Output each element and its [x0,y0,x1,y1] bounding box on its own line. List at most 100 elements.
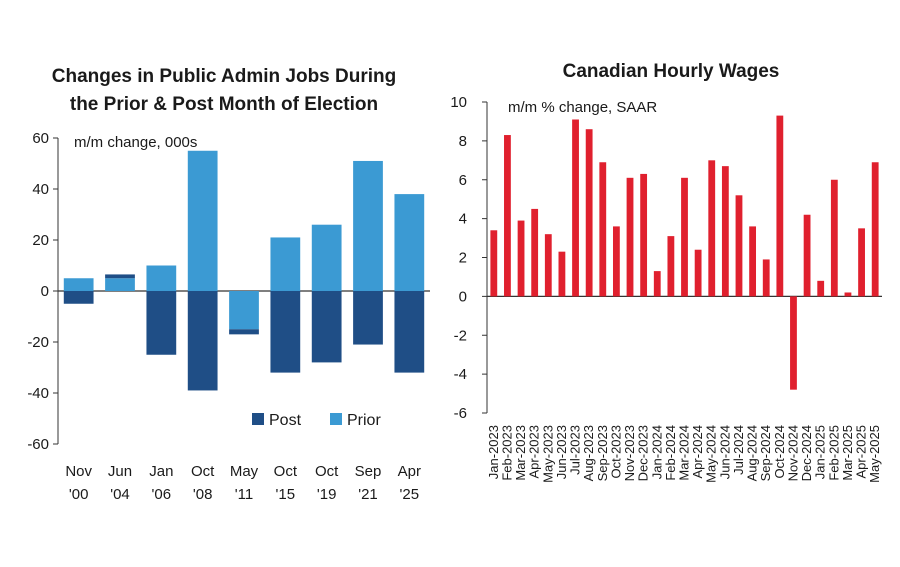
right-x-label: Dec-2023 [636,425,651,481]
right-x-label: Jun-2023 [554,425,569,479]
wage-bar [776,115,784,297]
right-x-label: Aug-2024 [745,425,760,481]
right-x-axis-labels: Jan-2023Feb-2023Mar-2023Apr-2023May-2023… [486,425,882,483]
public-admin-chart: Changes in Public Admin Jobs During the … [27,66,430,503]
left-y-tick-label: 40 [32,181,49,198]
right-x-label: Oct-2024 [772,425,787,478]
legend-label-post: Post [269,412,302,429]
right-x-label: Feb-2025 [826,425,841,481]
wage-bar [490,230,498,297]
left-x-label-month: Oct [315,463,339,480]
left-x-label-month: Oct [274,463,298,480]
right-x-label: Apr-2025 [854,425,869,478]
prior-bar [394,194,425,291]
right-y-tick-label: 0 [459,288,467,305]
wage-bar [640,173,648,297]
legend-swatch-post [252,413,264,425]
right-x-label: Sep-2023 [595,425,610,481]
prior-bar [63,278,94,291]
right-x-label: Jun-2024 [717,425,732,479]
wage-bar [694,249,702,297]
wage-bar [721,166,729,297]
legend-label-prior: Prior [347,412,381,429]
right-y-tick-label: 8 [459,133,467,150]
right-y-tick-label: 2 [459,250,467,267]
wage-bar [572,119,579,297]
wage-bar [830,179,838,297]
left-x-label-month: Jan [149,463,173,480]
wage-bar [858,228,865,297]
right-chart-title: Canadian Hourly Wages [563,61,780,82]
left-x-label-month: Jun [108,463,132,480]
right-y-tick-label: 4 [459,211,467,228]
left-y-tick-label: 60 [32,130,49,147]
left-x-label-year: '11 [235,486,253,503]
post-bar [146,291,177,355]
left-y-axis: -60 -40 -20 0 20 40 60 [27,130,430,453]
wage-bar [517,220,525,297]
hourly-wages-chart: Canadian Hourly Wages m/m % change, SAAR… [450,61,882,483]
wage-bar [762,259,770,297]
wage-bar [504,135,511,297]
post-bar [229,329,259,335]
post-bar [187,291,218,391]
post-bar [394,291,425,373]
right-x-label: Jan-2025 [813,425,828,479]
left-x-label-year: '08 [193,486,213,503]
right-x-label: Nov-2023 [622,425,637,481]
prior-bar [187,150,218,291]
wage-bar [735,195,743,297]
right-x-label: Mar-2024 [677,425,692,481]
right-chart-subtitle: m/m % change, SAAR [508,99,657,116]
right-bars [490,115,879,390]
right-y-tick-label: 6 [459,172,467,189]
right-x-label: Nov-2024 [785,425,800,481]
prior-bar [105,278,135,291]
left-x-label-year: '06 [152,486,172,503]
right-x-label: Apr-2024 [690,425,705,478]
right-x-label: May-2025 [867,425,882,483]
wage-bar [681,177,688,297]
right-x-label: Jul-2024 [731,425,746,475]
left-bars [63,150,425,391]
right-y-tick-label: -6 [454,405,467,422]
post-bar [311,291,342,363]
wage-bar [708,160,716,297]
left-x-label-month: Sep [355,463,382,480]
right-x-label: Mar-2025 [840,425,855,481]
left-x-label-month: Apr [398,463,421,480]
right-x-label: Sep-2024 [758,425,773,481]
prior-bar [311,224,342,291]
left-x-axis-labels: Nov '00 Jun '04 Jan '06 Oct '08 May '11 Oct '15 Oct '… [65,463,421,503]
left-chart-title-line-1: Changes in Public Admin Jobs During [52,66,397,87]
right-y-tick-label: 10 [450,94,467,111]
left-x-label-month: May [230,463,259,480]
wage-bar [803,214,811,297]
wage-bar [817,280,825,297]
right-x-label: May-2023 [540,425,555,483]
wage-bar [585,129,593,297]
left-x-label-month: Oct [191,463,215,480]
post-bar [105,274,135,279]
legend-swatch-prior [330,413,342,425]
post-bar [353,291,383,345]
wage-bar [544,234,552,297]
wage-bar [599,162,607,297]
prior-bar [146,265,177,291]
right-y-axis: -6 -4 -2 0 2 4 6 8 10 [450,94,882,422]
wage-bar [531,208,539,297]
wage-bar [653,271,661,297]
left-y-tick-label: 0 [41,283,49,300]
right-x-label: Feb-2024 [663,425,678,481]
left-x-label-year: '15 [276,486,296,503]
right-x-label: Jan-2024 [649,425,664,479]
left-x-label-year: '25 [400,486,420,503]
left-y-tick-label: -40 [27,385,49,402]
wage-bar [558,251,566,297]
left-y-tick-label: -60 [27,436,49,453]
left-x-label-year: '00 [69,486,89,503]
left-y-tick-label: 20 [32,232,49,249]
wage-bar [749,226,757,297]
prior-bar [353,160,383,291]
